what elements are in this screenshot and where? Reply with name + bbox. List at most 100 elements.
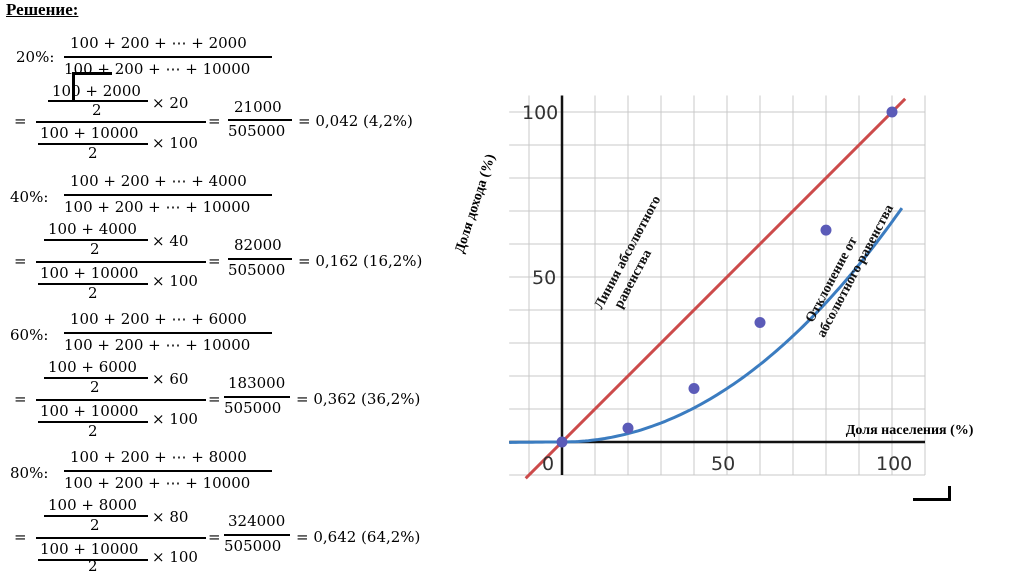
fraction-bar <box>44 515 148 517</box>
fraction-bar <box>48 100 148 102</box>
equality-line <box>524 97 907 480</box>
lorenz-curve <box>509 207 904 444</box>
ratio-numerator: 183000 <box>228 374 286 392</box>
ratio-denominator: 505000 <box>224 537 282 555</box>
percent-label: 80%: <box>10 464 49 482</box>
complex-top-den: 2 <box>90 516 100 534</box>
sum-numerator: 100 + 200 + ⋯ + 2000 <box>70 34 247 52</box>
complex-bot-num: 100 + 10000 <box>40 124 139 142</box>
ratio-numerator: 82000 <box>234 236 282 254</box>
chart-points <box>556 106 898 448</box>
complex-bot-mult: × 100 <box>152 548 198 566</box>
fraction-bar <box>64 56 272 58</box>
complex-top-num: 100 + 2000 <box>52 82 141 100</box>
corner-mark-right <box>948 486 951 501</box>
equals-sign: = <box>14 112 27 130</box>
fraction-bar <box>36 261 206 263</box>
result-value: = 0,042 (4,2%) <box>298 112 413 130</box>
complex-bot-den: 2 <box>88 144 98 162</box>
sum-denominator: 100 + 200 + ⋯ + 10000 <box>64 336 251 354</box>
ratio-denominator: 505000 <box>228 261 286 279</box>
sum-numerator: 100 + 200 + ⋯ + 6000 <box>70 310 247 328</box>
data-point <box>820 224 832 236</box>
fraction-bar <box>64 332 272 334</box>
equals-sign: = <box>208 112 221 130</box>
ratio-numerator: 324000 <box>228 512 286 530</box>
complex-top-den: 2 <box>90 240 100 258</box>
ratio-numerator: 21000 <box>234 98 282 116</box>
sum-numerator: 100 + 200 + ⋯ + 4000 <box>70 172 247 190</box>
fraction-bar <box>36 121 206 123</box>
sum-numerator: 100 + 200 + ⋯ + 8000 <box>70 448 247 466</box>
corner-mark-left <box>72 72 75 102</box>
lorenz-chart: 0 50 100 50 100 Доля населения (%) Доля доход… <box>453 95 974 480</box>
complex-top-num: 100 + 4000 <box>48 220 137 238</box>
corner-mark-top <box>72 72 112 75</box>
complex-bot-den: 2 <box>88 422 98 440</box>
x-axis-title: Доля населения (%) <box>846 423 974 438</box>
chart-series <box>509 97 907 480</box>
result-value: = 0,162 (16,2%) <box>298 252 423 270</box>
equals-sign: = <box>14 252 27 270</box>
equals-sign: = <box>208 252 221 270</box>
complex-top-mult: × 20 <box>152 94 189 112</box>
data-point <box>754 317 766 329</box>
solution-heading: Решение: <box>6 0 79 19</box>
complex-bot-mult: × 100 <box>152 410 198 428</box>
x-tick-label: 0 <box>542 453 554 475</box>
complex-top-mult: × 40 <box>152 232 189 250</box>
complex-top-num: 100 + 6000 <box>48 358 137 376</box>
chart-labels: Доля населения (%) Доля дохода (%) Линия а… <box>453 152 974 438</box>
y-tick-label: 100 <box>522 102 558 124</box>
ratio-denominator: 505000 <box>224 399 282 417</box>
equals-sign: = <box>14 390 27 408</box>
fraction-bar <box>44 239 148 241</box>
complex-bot-den: 2 <box>88 557 98 575</box>
x-tick-label: 100 <box>876 453 912 475</box>
complex-top-mult: × 60 <box>152 370 189 388</box>
fraction-bar <box>228 119 292 121</box>
complex-top-mult: × 80 <box>152 508 189 526</box>
complex-bot-num: 100 + 10000 <box>40 264 139 282</box>
fraction-bar <box>224 396 290 398</box>
fraction-bar <box>38 559 148 561</box>
fraction-bar <box>38 143 148 145</box>
y-tick-label: 50 <box>532 267 556 289</box>
equals-sign: = <box>208 528 221 546</box>
fraction-bar <box>38 421 148 423</box>
corner-mark-bottom <box>913 498 951 501</box>
equals-sign: = <box>208 390 221 408</box>
fraction-bar <box>36 399 206 401</box>
percent-label: 60%: <box>10 326 49 344</box>
complex-bot-num: 100 + 10000 <box>40 540 139 558</box>
fraction-bar <box>36 537 206 539</box>
chart-grid <box>509 95 926 476</box>
fraction-bar <box>38 283 148 285</box>
percent-label: 20%: <box>16 48 55 66</box>
percent-label: 40%: <box>10 188 49 206</box>
chart-ticks: 0 50 100 50 100 <box>522 102 912 475</box>
sum-denominator: 100 + 200 + ⋯ + 10000 <box>64 198 251 216</box>
complex-top-num: 100 + 8000 <box>48 496 137 514</box>
data-point <box>886 106 898 118</box>
complex-top-den: 2 <box>90 378 100 396</box>
ratio-denominator: 505000 <box>228 122 286 140</box>
equals-sign: = <box>14 528 27 546</box>
complex-bot-num: 100 + 10000 <box>40 402 139 420</box>
fraction-bar <box>64 470 272 472</box>
fraction-bar <box>224 534 290 536</box>
complex-bot-mult: × 100 <box>152 134 198 152</box>
annotation-line2: абсолютного равенства <box>814 202 897 340</box>
fraction-bar <box>44 377 148 379</box>
fraction-bar <box>64 194 272 196</box>
fraction-bar <box>228 258 292 260</box>
data-point <box>688 383 700 395</box>
y-axis-title: Доля дохода (%) <box>453 152 499 255</box>
result-value: = 0,642 (64,2%) <box>296 528 421 546</box>
result-value: = 0,362 (36,2%) <box>296 390 421 408</box>
data-point <box>622 422 634 434</box>
complex-bot-mult: × 100 <box>152 272 198 290</box>
complex-bot-den: 2 <box>88 284 98 302</box>
